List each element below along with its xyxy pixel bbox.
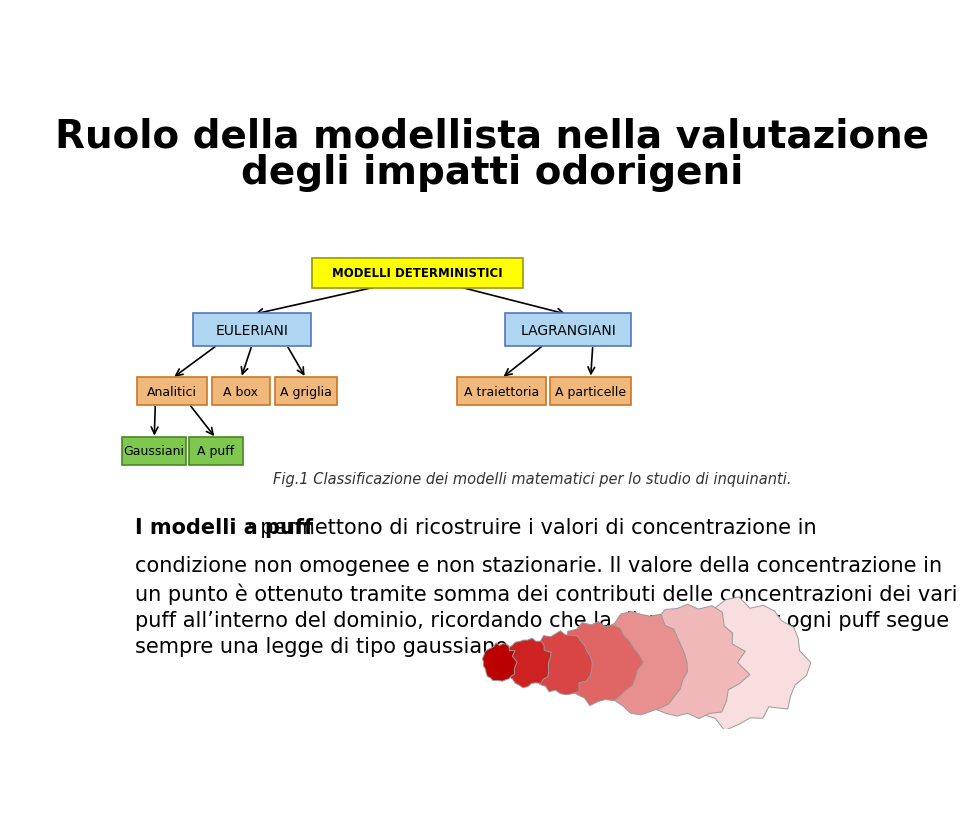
FancyBboxPatch shape: [193, 314, 311, 346]
FancyBboxPatch shape: [211, 378, 271, 405]
Polygon shape: [483, 643, 517, 681]
FancyBboxPatch shape: [505, 314, 631, 346]
Text: degli impatti odorigeni: degli impatti odorigeni: [241, 154, 743, 192]
Text: A particelle: A particelle: [555, 385, 626, 398]
Polygon shape: [672, 597, 811, 731]
Text: A griglia: A griglia: [280, 385, 332, 398]
Text: A puff: A puff: [198, 445, 234, 458]
Text: Fig.1 Classificazione dei modelli matematici per lo studio di inquinanti.: Fig.1 Classificazione dei modelli matema…: [273, 472, 791, 486]
Polygon shape: [591, 612, 687, 715]
Text: Gaussiani: Gaussiani: [124, 445, 184, 458]
Polygon shape: [504, 638, 551, 688]
Text: A traiettoria: A traiettoria: [464, 385, 539, 398]
FancyBboxPatch shape: [312, 259, 523, 289]
Text: EULERIANI: EULERIANI: [216, 324, 289, 337]
Polygon shape: [623, 604, 750, 719]
Polygon shape: [533, 631, 592, 695]
Text: condizione non omogenee e non stazionarie. Il valore della concentrazione in
un : condizione non omogenee e non stazionari…: [134, 555, 957, 657]
Text: : permettono di ricostruire i valori di concentrazione in: : permettono di ricostruire i valori di …: [240, 518, 816, 537]
FancyBboxPatch shape: [189, 437, 243, 465]
Text: LAGRANGIANI: LAGRANGIANI: [520, 324, 616, 337]
FancyBboxPatch shape: [550, 378, 631, 405]
FancyBboxPatch shape: [275, 378, 337, 405]
FancyBboxPatch shape: [137, 378, 207, 405]
Text: Ruolo della modellista nella valutazione: Ruolo della modellista nella valutazione: [55, 117, 929, 155]
Text: I modelli a puff: I modelli a puff: [134, 518, 313, 537]
Polygon shape: [557, 622, 643, 706]
Text: Analitici: Analitici: [147, 385, 197, 398]
FancyBboxPatch shape: [457, 378, 545, 405]
Text: MODELLI DETERMINISTICI: MODELLI DETERMINISTICI: [332, 267, 503, 280]
Text: A box: A box: [224, 385, 258, 398]
FancyBboxPatch shape: [122, 437, 186, 465]
